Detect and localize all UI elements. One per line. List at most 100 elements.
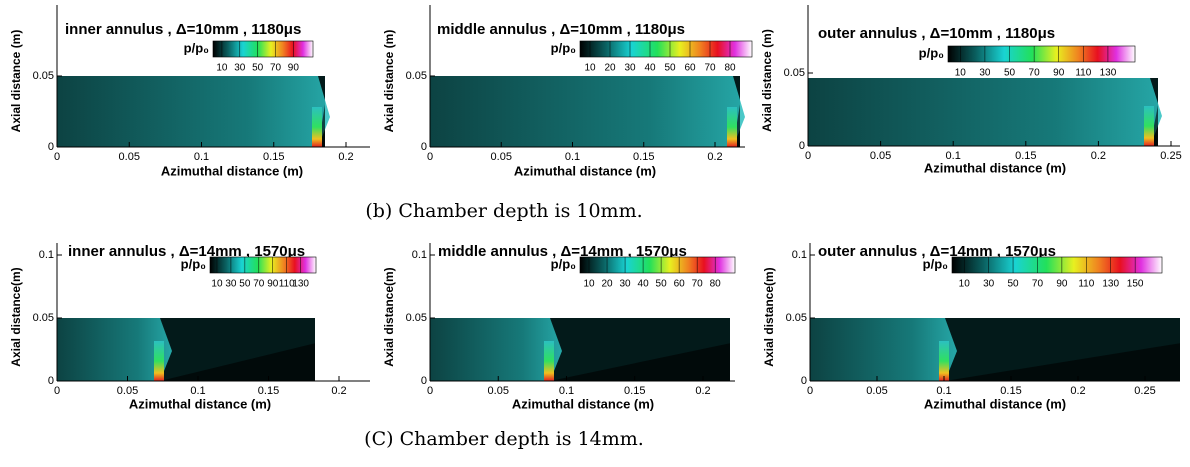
colorbar-tick-label: 10 xyxy=(584,63,596,74)
burned-region xyxy=(57,76,330,147)
caption: (b) Chamber depth is 10mm. xyxy=(365,200,642,222)
panel: 00.050.10.150.200.050.1Azimuthal distanc… xyxy=(382,243,735,411)
x-tick-label: 0.2 xyxy=(1070,385,1085,397)
x-tick-label: 0.25 xyxy=(1160,150,1181,162)
burned-region xyxy=(430,76,745,147)
x-tick-label: 0.05 xyxy=(119,151,140,163)
x-tick-label: 0 xyxy=(54,151,60,163)
y-tick-label: 0.05 xyxy=(33,70,54,82)
y-axis-label: Axial distance(m) xyxy=(382,267,396,366)
y-tick-label: 0 xyxy=(421,375,427,387)
colorbar xyxy=(210,257,316,273)
colorbar-tick-label: 60 xyxy=(684,63,696,74)
colorbar-tick-label: 50 xyxy=(656,279,668,290)
colorbar-label: p/p₀ xyxy=(923,256,948,271)
panel: 00.050.10.150.20.2500.050.1Azimuthal dis… xyxy=(762,243,1180,411)
x-tick-label: 0.15 xyxy=(1000,385,1021,397)
colorbar-label: p/p₀ xyxy=(551,256,576,271)
y-tick-label: 0.05 xyxy=(33,312,54,324)
x-tick-label: 0 xyxy=(427,151,433,163)
x-tick-label: 0.05 xyxy=(488,385,509,397)
colorbar-tick-label: 40 xyxy=(644,63,656,74)
panel: 0 0.05 0.1 0.15 0.2 0 0.05 Azimuthal distance (… xyxy=(9,5,370,178)
y-axis-label: Axial distance (m) xyxy=(382,30,396,133)
colorbar-tick-label: 150 xyxy=(1127,279,1144,290)
colorbar-tick-label: 70 xyxy=(1032,279,1044,290)
panel-title: inner annulus , Δ=10mm , 1180μs xyxy=(65,21,301,38)
y-tick-label: 0 xyxy=(48,141,54,153)
colorbar-tick-label: 10 xyxy=(959,279,971,290)
x-tick-label: 0.05 xyxy=(866,385,887,397)
x-tick-label: 0.15 xyxy=(624,385,645,397)
x-tick-label: 0.15 xyxy=(263,151,284,163)
colorbar-tick-label: 10 xyxy=(211,279,223,290)
colorbar-tick-label: 40 xyxy=(638,279,650,290)
colorbar-tick-label: 70 xyxy=(270,63,282,74)
colorbar-tick-label: 50 xyxy=(239,279,251,290)
x-tick-label: 0.2 xyxy=(707,151,722,163)
y-axis-label: Axial distance(m) xyxy=(762,267,776,366)
burned-region xyxy=(810,318,957,381)
colorbar-tick-label: 110 xyxy=(1078,279,1094,290)
figure: (b) Chamber depth is 10mm. (C) Chamber d… xyxy=(0,0,1190,462)
y-axis-label: Axial distance(m) xyxy=(9,267,23,366)
y-tick-label: 0.05 xyxy=(786,312,807,324)
x-tick-label: 0.2 xyxy=(338,151,353,163)
detonation-front xyxy=(1144,106,1154,146)
colorbar-tick-label: 30 xyxy=(234,63,246,74)
colorbar-label: p/p₀ xyxy=(181,256,206,271)
colorbar-tick-label: 130 xyxy=(1102,279,1119,290)
colorbar-tick-label: 50 xyxy=(1004,68,1016,79)
x-axis-label: Azimuthal distance (m) xyxy=(514,163,656,178)
x-tick-label: 0.1 xyxy=(194,151,209,163)
detonation-front xyxy=(544,341,554,381)
detonation-front xyxy=(939,341,949,381)
y-tick-label: 0.05 xyxy=(784,67,805,79)
colorbar-tick-label: 30 xyxy=(624,63,636,74)
colorbar-tick-label: 70 xyxy=(692,279,704,290)
colorbar-tick-label: 50 xyxy=(664,63,676,74)
x-tick-label: 0 xyxy=(54,385,60,397)
detonation-front xyxy=(312,107,322,147)
burned-region xyxy=(808,78,1162,146)
y-axis-label: Axial distance (m) xyxy=(9,30,23,133)
colorbar-tick-label: 60 xyxy=(674,279,686,290)
colorbar-tick-label: 20 xyxy=(604,63,616,74)
colorbar-tick-label: 30 xyxy=(225,279,237,290)
burned-region xyxy=(430,318,562,381)
colorbar-tick-label: 90 xyxy=(1053,68,1065,79)
colorbar-tick-label: 20 xyxy=(601,279,613,290)
y-tick-label: 0 xyxy=(799,140,805,152)
x-axis-label: Azimuthal distance (m) xyxy=(924,160,1066,175)
colorbar-tick-label: 90 xyxy=(1056,279,1068,290)
caption: (C) Chamber depth is 14mm. xyxy=(364,428,644,450)
x-tick-label: 0.2 xyxy=(695,385,710,397)
colorbar-tick-label: 70 xyxy=(1029,68,1041,79)
colorbar-tick-label: 70 xyxy=(704,63,716,74)
x-tick-label: 0.05 xyxy=(117,385,138,397)
colorbar-tick-label: 30 xyxy=(983,279,995,290)
x-tick-label: 0.2 xyxy=(331,385,346,397)
x-tick-label: 0.1 xyxy=(190,385,205,397)
colorbar xyxy=(213,41,313,57)
y-tick-label: 0 xyxy=(48,375,54,387)
colorbar-tick-label: 30 xyxy=(619,279,631,290)
detonation-front xyxy=(727,107,737,147)
y-tick-label: 0.05 xyxy=(406,312,427,324)
x-tick-label: 0.1 xyxy=(565,151,580,163)
x-tick-label: 0.15 xyxy=(258,385,279,397)
colorbar-tick-label: 90 xyxy=(267,279,279,290)
y-tick-label: 0.1 xyxy=(792,249,807,261)
x-axis-label: Azimuthal distance (m) xyxy=(129,396,271,411)
colorbar-tick-label: 80 xyxy=(710,279,722,290)
colorbar xyxy=(952,257,1162,273)
y-tick-label: 0.1 xyxy=(39,249,54,261)
panel-title: outer annulus , Δ=10mm , 1180μs xyxy=(818,25,1055,42)
x-tick-label: 0.1 xyxy=(936,385,951,397)
x-tick-label: 0 xyxy=(805,150,811,162)
x-axis-label: Azimuthal distance (m) xyxy=(161,163,303,178)
colorbar-tick-label: 70 xyxy=(253,279,265,290)
x-tick-label: 0.25 xyxy=(1134,385,1155,397)
